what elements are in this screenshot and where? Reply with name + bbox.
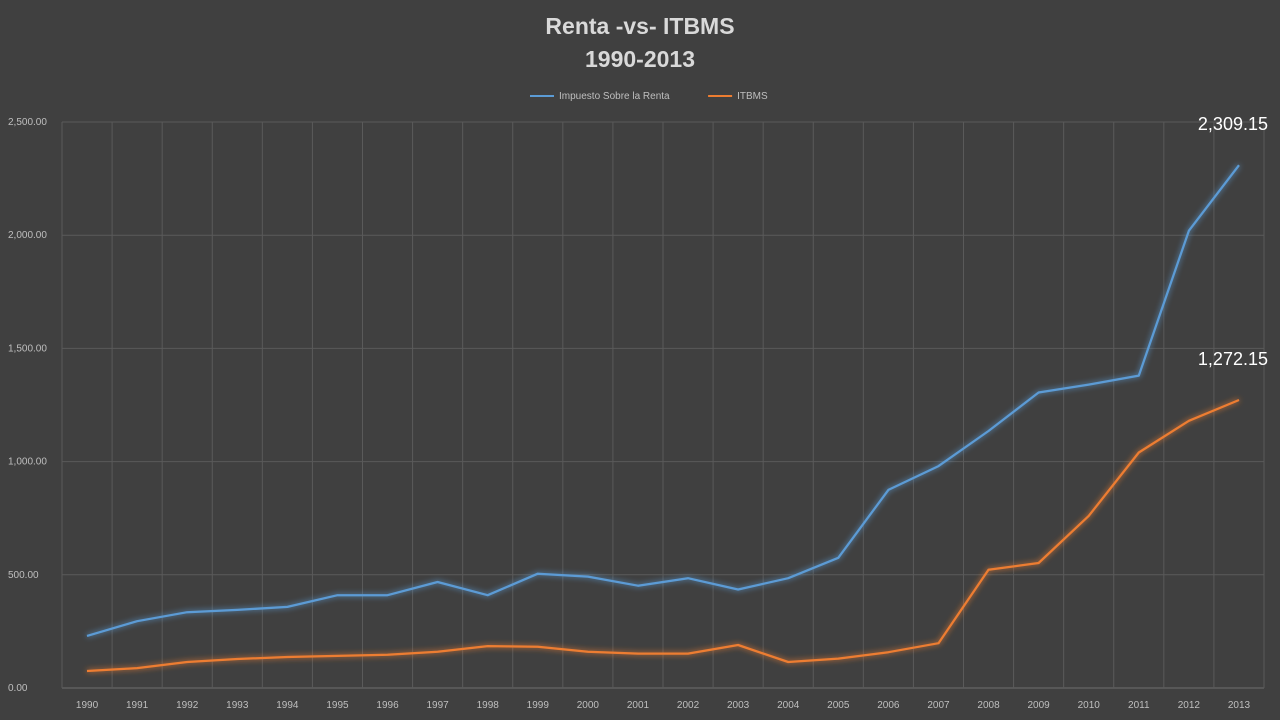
x-tick-label: 2004 <box>777 700 800 711</box>
y-tick-label: 1,000.00 <box>8 457 47 468</box>
x-tick-label: 2003 <box>727 700 750 711</box>
x-tick-label: 2012 <box>1178 700 1201 711</box>
x-tick-label: 2000 <box>577 700 600 711</box>
data-label: 1,272.15 <box>1198 349 1268 369</box>
x-tick-label: 2005 <box>827 700 850 711</box>
y-tick-label: 1,500.00 <box>8 343 47 354</box>
y-tick-label: 2,500.00 <box>8 117 47 128</box>
y-tick-label: 500.00 <box>8 570 39 581</box>
x-tick-label: 2011 <box>1128 700 1150 711</box>
y-tick-label: 0.00 <box>8 683 28 694</box>
series-line <box>86 164 1240 637</box>
x-tick-label: 2008 <box>977 700 1000 711</box>
grid <box>61 121 1265 689</box>
x-tick-label: 1998 <box>477 700 500 711</box>
x-tick-label: 1994 <box>276 700 299 711</box>
legend-item: ITBMS <box>708 91 768 102</box>
x-tick-label: 1992 <box>176 700 199 711</box>
data-label: 2,309.15 <box>1198 114 1268 134</box>
chart-title: Renta -vs- ITBMS <box>545 13 734 39</box>
x-tick-label: 2010 <box>1078 700 1101 711</box>
x-tick-label: 2002 <box>677 700 700 711</box>
legend-label: ITBMS <box>737 91 768 102</box>
x-tick-label: 2013 <box>1228 700 1251 711</box>
legend: Impuesto Sobre la Renta ITBMS <box>530 91 768 102</box>
legend-item: Impuesto Sobre la Renta <box>530 91 670 102</box>
x-tick-label: 1999 <box>527 700 550 711</box>
y-tick-label: 2,000.00 <box>8 230 47 241</box>
series-line <box>86 398 1240 673</box>
x-tick-label: 2009 <box>1028 700 1051 711</box>
x-tick-label: 1995 <box>326 700 349 711</box>
y-axis-ticks: 0.00 500.00 1,000.00 1,500.00 2,000.00 2,500.… <box>8 117 47 694</box>
series-group: 2,309.15 1,272.15 <box>86 114 1268 673</box>
x-tick-label: 2007 <box>927 700 950 711</box>
legend-label: Impuesto Sobre la Renta <box>559 91 670 102</box>
x-tick-label: 1996 <box>376 700 399 711</box>
x-tick-label: 2006 <box>877 700 900 711</box>
x-tick-label: 1997 <box>427 700 450 711</box>
x-tick-label: 1993 <box>226 700 249 711</box>
x-tick-label: 1991 <box>126 700 149 711</box>
x-tick-label: 2001 <box>627 700 650 711</box>
x-axis-ticks: 1990 1991 1992 1993 1994 1995 1996 1997 1998 1999… <box>76 700 1251 711</box>
chart-subtitle: 1990-2013 <box>585 46 695 72</box>
x-tick-label: 1990 <box>76 700 99 711</box>
